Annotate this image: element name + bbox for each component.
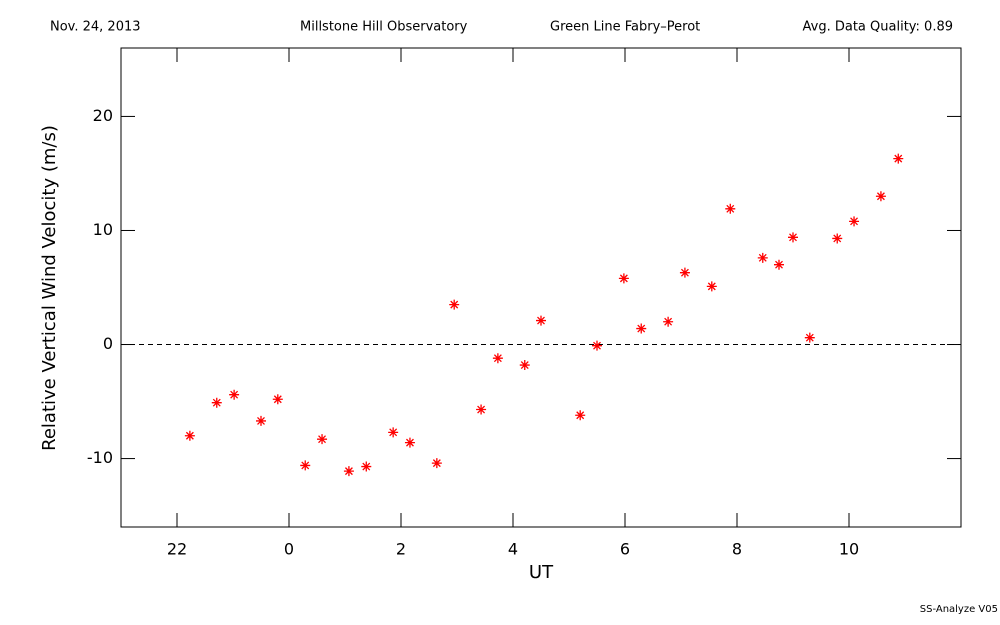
point bbox=[431, 458, 442, 469]
point bbox=[300, 460, 311, 471]
y-tick-label: 0 bbox=[103, 334, 113, 353]
point bbox=[211, 397, 222, 408]
point bbox=[272, 394, 283, 405]
point bbox=[361, 461, 372, 472]
instrument: Green Line Fabry–Perot bbox=[550, 20, 700, 35]
point bbox=[849, 216, 860, 227]
x-tick-label: 4 bbox=[508, 540, 518, 559]
y-axis-label: Relative Vertical Wind Velocity (m/s) bbox=[39, 125, 60, 451]
point bbox=[636, 323, 647, 334]
point bbox=[476, 404, 487, 415]
point bbox=[184, 430, 195, 441]
point bbox=[404, 437, 415, 448]
x-tick-label: 0 bbox=[284, 540, 294, 559]
point bbox=[536, 315, 546, 326]
quality: Avg. Data Quality: 0.89 bbox=[803, 20, 953, 35]
point bbox=[229, 389, 240, 400]
x-tick-label: 10 bbox=[839, 540, 859, 559]
point bbox=[875, 191, 886, 202]
x-axis-label: UT bbox=[529, 562, 554, 583]
point bbox=[725, 203, 736, 214]
observatory: Millstone Hill Observatory bbox=[300, 20, 468, 35]
point bbox=[893, 153, 904, 164]
x-tick-label: 22 bbox=[167, 540, 187, 559]
point bbox=[343, 466, 354, 477]
point bbox=[804, 332, 815, 343]
y-tick-label: 10 bbox=[93, 220, 113, 239]
point bbox=[492, 353, 503, 364]
x-tick-label: 6 bbox=[620, 540, 630, 559]
y-tick-label: 20 bbox=[93, 106, 113, 125]
point bbox=[256, 415, 266, 426]
point bbox=[388, 427, 399, 438]
point bbox=[832, 233, 843, 244]
x-tick-label: 2 bbox=[396, 540, 406, 559]
point bbox=[663, 316, 674, 327]
date: Nov. 24, 2013 bbox=[50, 20, 141, 35]
point bbox=[317, 434, 328, 445]
point bbox=[618, 273, 629, 284]
plot-frame bbox=[120, 47, 962, 528]
point bbox=[774, 259, 784, 270]
point bbox=[519, 360, 530, 371]
x-tick-label: 8 bbox=[732, 540, 742, 559]
point bbox=[449, 299, 460, 310]
point bbox=[592, 340, 602, 351]
footer: SS-Analyze V05 bbox=[920, 604, 998, 615]
point bbox=[706, 281, 717, 292]
point bbox=[788, 232, 798, 243]
y-tick-label: -10 bbox=[87, 448, 113, 467]
point bbox=[679, 267, 690, 278]
point bbox=[575, 410, 586, 421]
point bbox=[757, 252, 768, 263]
